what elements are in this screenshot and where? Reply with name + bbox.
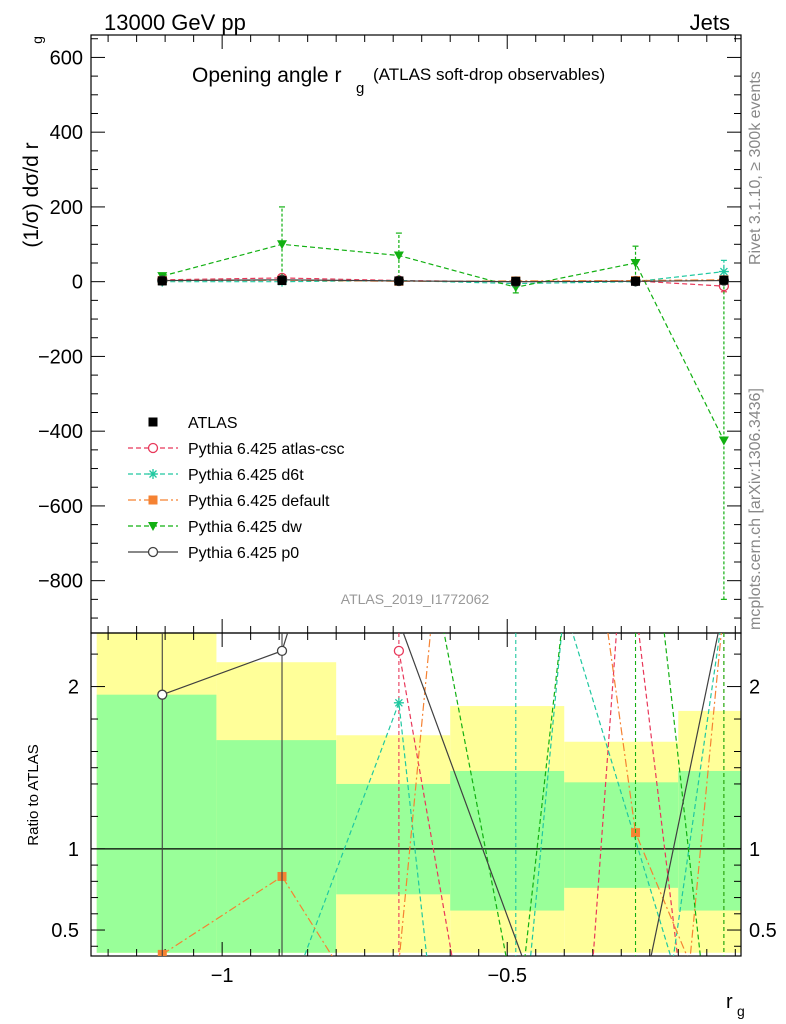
axis-tick-labels: 600 400 200 0 −200 −400 −600 −800 −1 −0.5 2 2 1 1 0.5 0…: [38, 47, 777, 987]
y-tick-label: −800: [38, 571, 83, 593]
legend-label: Pythia 6.425 dw: [188, 519, 302, 536]
legend-label: Pythia 6.425 atlas-csc: [188, 441, 345, 458]
point-atlas: [719, 275, 729, 285]
point-d6t: [718, 266, 729, 277]
legend-entry-atlas_csc: Pythia 6.425 atlas-csc: [128, 441, 345, 458]
band-stat: [678, 770, 741, 911]
legend-entry-d6t: Pythia 6.425 d6t: [128, 467, 304, 484]
ratio-series-atlas_csc: [393, 633, 679, 956]
series-atlas_csc: [157, 272, 730, 293]
ratio-tick-label-right: 0.5: [749, 920, 777, 942]
uncertainty-bands: [96, 633, 741, 953]
legend-entry-dw: Pythia 6.425 dw: [128, 519, 302, 536]
point-atlas: [631, 276, 641, 286]
ratio-plot-area: [91, 633, 741, 956]
point-dw: [393, 251, 404, 261]
y-tick-label: −600: [38, 496, 83, 518]
point-atlas: [511, 276, 521, 286]
ratio-tick-label: 0.5: [51, 920, 79, 942]
legend-entry-default: Pythia 6.425 default: [128, 493, 330, 510]
y-tick-label: −400: [38, 421, 83, 443]
main-plot-area: [157, 206, 730, 600]
legend-label: Pythia 6.425 default: [188, 493, 330, 510]
legend-label: ATLAS: [188, 415, 238, 432]
point-atlas: [394, 276, 404, 286]
point-atlas: [277, 276, 287, 286]
plot-title-sub: g: [356, 80, 364, 97]
header-right: Jets: [690, 10, 730, 35]
legend-marker-dw: [148, 522, 158, 531]
legend-marker-d6t: [148, 469, 158, 479]
ratio-point-d6t: [393, 697, 404, 708]
legend-entry-atlas: ATLAS: [148, 415, 238, 432]
ratio-tick-label: 1: [68, 839, 79, 861]
y-axis-label-sub: g: [29, 36, 45, 44]
ratio-series-d6t: [303, 633, 721, 956]
series-atlas: [157, 275, 729, 286]
legend-marker-atlas_csc: [147, 442, 159, 454]
legend-marker-atlas: [148, 417, 158, 427]
analysis-watermark: ATLAS_2019_I1772062: [341, 591, 490, 607]
series-line-atlas_csc: [162, 277, 724, 287]
legend-marker-p0: [147, 546, 159, 558]
header-left: 13000 GeV pp: [104, 10, 246, 35]
legend-entry-p0: Pythia 6.425 p0: [128, 545, 299, 562]
point-dw: [718, 436, 729, 446]
y-tick-label: 0: [72, 272, 83, 294]
band-stat: [96, 694, 217, 953]
axis-ticks: [91, 35, 741, 956]
ratio-tick-label-right: 1: [749, 839, 760, 861]
ratio-line-d6t: [303, 633, 721, 956]
x-axis-label-sub: g: [737, 1003, 745, 1019]
band-stat: [450, 770, 565, 911]
point-atlas: [157, 276, 167, 286]
main-frame: [90, 34, 742, 634]
side-label-mcplots: mcplots.cern.ch [arXiv:1306.3436]: [747, 388, 764, 630]
y-tick-label: 200: [50, 197, 83, 219]
series-d6t: [157, 259, 729, 289]
y-tick-label: 400: [50, 122, 83, 144]
ratio-tick-label-right: 2: [749, 677, 760, 699]
legend-label: Pythia 6.425 d6t: [188, 467, 304, 484]
y-tick-label: −200: [38, 346, 83, 368]
band-stat: [564, 782, 679, 888]
band-stat: [336, 783, 451, 895]
ratio-frame: [90, 632, 742, 957]
y-axis-label: (1/σ) dσ/d r: [20, 142, 43, 247]
ratio-series-p0: [157, 633, 719, 956]
series-dw: [157, 206, 729, 600]
plot-title-paren: (ATLAS soft-drop observables): [373, 65, 605, 84]
point-dw: [277, 240, 288, 250]
ratio-point-atlas_csc: [393, 645, 405, 657]
ratio-series-dw: [443, 633, 725, 956]
legend-marker-default: [148, 495, 158, 505]
plot-title: Opening angle r: [192, 64, 341, 87]
legend: ATLAS Pythia 6.425 atlas-csc Pythia 6.425 …: [128, 415, 345, 562]
x-axis-label: r: [726, 991, 733, 1013]
band-stat: [216, 740, 337, 953]
ratio-tick-label: 2: [68, 677, 79, 699]
point-dw: [630, 258, 641, 268]
x-tick-label: −1: [211, 965, 234, 987]
ratio-axis-label: Ratio to ATLAS: [25, 744, 42, 845]
ratio-point-p0: [157, 689, 168, 700]
y-tick-label: 600: [50, 47, 83, 69]
ratio-line-default: [161, 633, 722, 956]
series-line-dw: [162, 243, 725, 441]
side-label-rivet: Rivet 3.1.10, ≥ 300k events: [747, 71, 764, 265]
ratio-point-p0: [276, 645, 288, 657]
x-tick-label: −0.5: [487, 965, 526, 987]
series-line-p0: [162, 279, 724, 283]
legend-label: Pythia 6.425 p0: [188, 545, 299, 562]
